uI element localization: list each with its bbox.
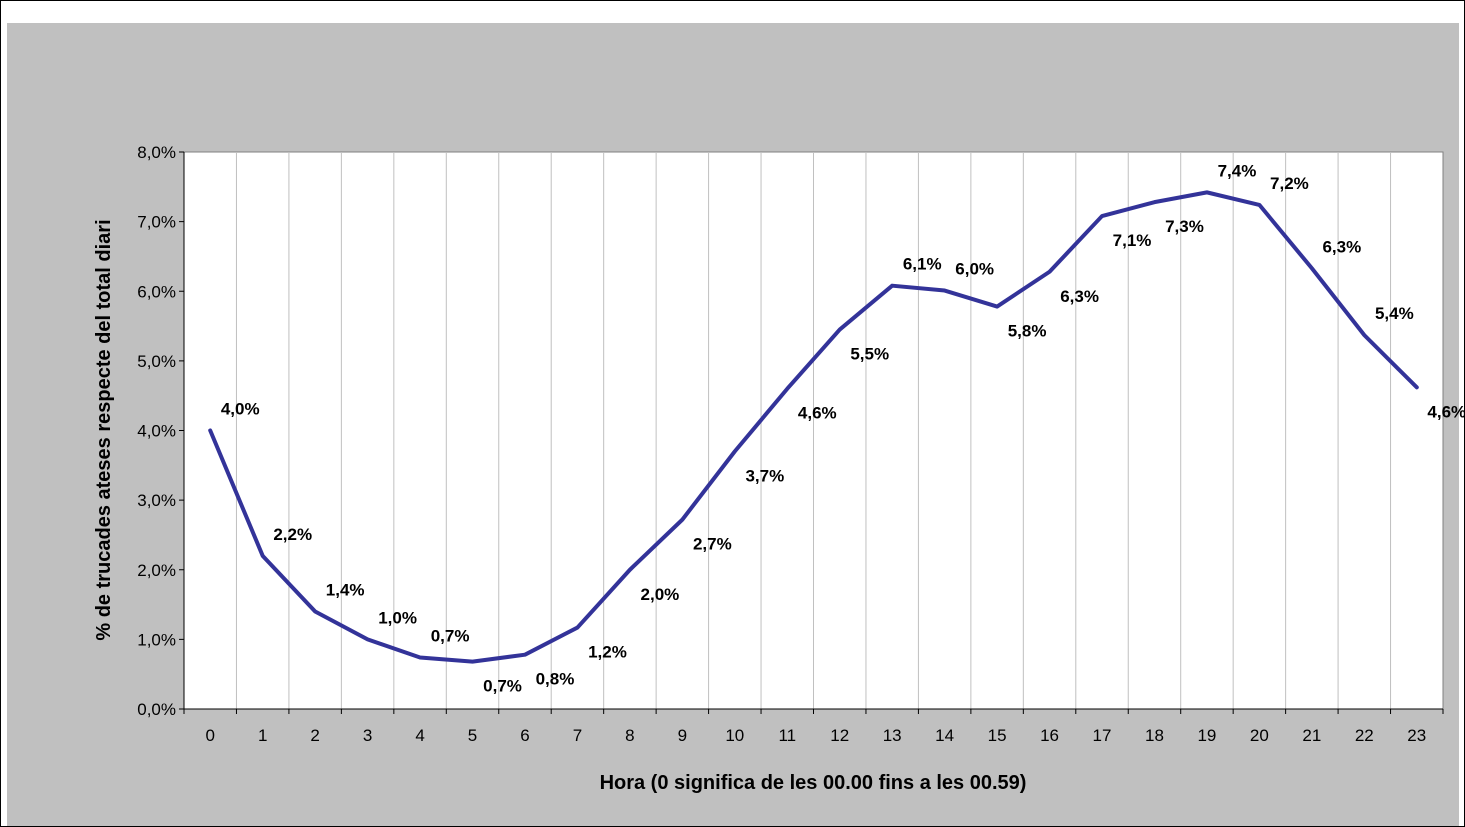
x-tick-label: 10 xyxy=(725,726,744,745)
x-tick-label: 5 xyxy=(468,726,477,745)
data-label: 2,7% xyxy=(693,535,732,554)
y-tick-label: 6,0% xyxy=(137,282,176,301)
x-tick-label: 13 xyxy=(883,726,902,745)
x-tick-label: 18 xyxy=(1145,726,1164,745)
y-tick-label: 4,0% xyxy=(137,422,176,441)
y-tick-label: 0,0% xyxy=(137,700,176,719)
data-label: 1,0% xyxy=(378,608,417,627)
x-tick-label: 21 xyxy=(1302,726,1321,745)
data-label: 0,7% xyxy=(431,626,470,645)
x-tick-label: 23 xyxy=(1407,726,1426,745)
data-label: 2,2% xyxy=(273,525,312,544)
x-tick-label: 16 xyxy=(1040,726,1059,745)
data-label: 6,3% xyxy=(1060,287,1099,306)
data-label: 7,4% xyxy=(1218,161,1257,180)
data-label: 5,5% xyxy=(850,345,889,364)
data-label: 7,1% xyxy=(1113,231,1152,250)
data-label: 7,3% xyxy=(1165,217,1204,236)
y-tick-label: 2,0% xyxy=(137,561,176,580)
x-tick-label: 6 xyxy=(520,726,529,745)
x-tick-label: 0 xyxy=(205,726,214,745)
data-label: 6,1% xyxy=(903,255,942,274)
x-tick-label: 14 xyxy=(935,726,954,745)
y-tick-label: 5,0% xyxy=(137,352,176,371)
x-tick-label: 2 xyxy=(310,726,319,745)
data-label: 5,8% xyxy=(1008,322,1047,341)
y-axis-title: % de trucades ateses respecte del total … xyxy=(93,219,115,640)
data-label: 4,6% xyxy=(798,404,837,423)
data-label: 5,4% xyxy=(1375,304,1414,323)
x-tick-label: 17 xyxy=(1093,726,1112,745)
y-tick-label: 1,0% xyxy=(137,630,176,649)
data-label: 0,7% xyxy=(483,677,522,696)
x-tick-label: 11 xyxy=(778,726,796,745)
x-tick-label: 8 xyxy=(625,726,634,745)
x-tick-label: 4 xyxy=(415,726,424,745)
data-label: 6,3% xyxy=(1322,237,1361,256)
data-label: 6,0% xyxy=(955,260,994,279)
x-tick-label: 1 xyxy=(258,726,267,745)
x-tick-label: 19 xyxy=(1197,726,1216,745)
data-label: 3,7% xyxy=(745,466,784,485)
y-tick-label: 8,0% xyxy=(137,143,176,162)
x-tick-label: 3 xyxy=(363,726,372,745)
y-tick-label: 3,0% xyxy=(137,491,176,510)
x-tick-label: 7 xyxy=(573,726,582,745)
x-tick-label: 20 xyxy=(1250,726,1269,745)
data-label: 0,8% xyxy=(536,670,575,689)
y-tick-label: 7,0% xyxy=(137,213,176,232)
x-axis-title: Hora (0 significa de les 00.00 fins a le… xyxy=(600,772,1027,794)
x-tick-label: 15 xyxy=(988,726,1007,745)
data-label: 1,2% xyxy=(588,643,627,662)
x-tick-label: 9 xyxy=(678,726,687,745)
data-label: 1,4% xyxy=(326,581,365,600)
x-tick-label: 12 xyxy=(830,726,849,745)
data-label: 4,0% xyxy=(221,400,260,419)
data-label: 2,0% xyxy=(641,585,680,604)
data-label: 4,6% xyxy=(1427,402,1465,421)
x-tick-label: 22 xyxy=(1355,726,1374,745)
data-label: 7,2% xyxy=(1270,174,1309,193)
